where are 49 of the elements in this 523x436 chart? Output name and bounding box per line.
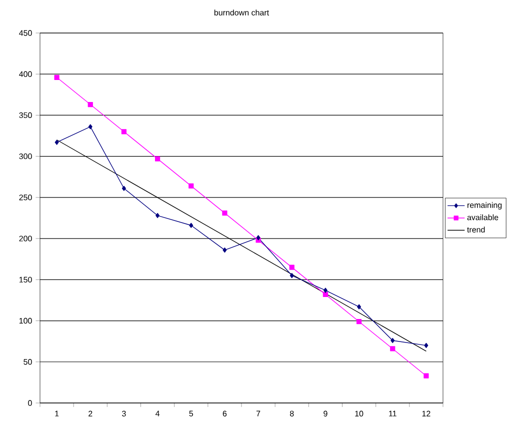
y-tick-label: 0 (28, 400, 32, 406)
point (390, 338, 395, 344)
y-tick-label: 250 (19, 194, 32, 200)
point (122, 186, 126, 191)
point (154, 156, 160, 162)
chart-title: burndown chart (214, 10, 269, 16)
point (121, 129, 127, 134)
x-tick-label: 6 (222, 410, 227, 416)
x-tick-label: 11 (389, 410, 396, 416)
x-tick-label: 4 (156, 410, 160, 416)
x-tick-label: 12 (422, 410, 430, 416)
point (189, 222, 194, 228)
x-tick-label: 1 (55, 410, 59, 416)
point (357, 304, 362, 310)
point (424, 342, 428, 348)
point (222, 248, 227, 253)
y-tick-label: 400 (19, 71, 32, 77)
point (356, 319, 362, 324)
y-tick-label: 200 (19, 236, 32, 242)
y-tick-label: 350 (19, 112, 32, 118)
x-tick-label: 8 (290, 410, 294, 416)
x-tick-label: 10 (355, 410, 364, 416)
point (256, 235, 260, 240)
point (290, 272, 294, 278)
point (54, 74, 60, 80)
x-tick-label: 9 (324, 410, 328, 416)
legend-label: available (467, 214, 498, 220)
point (188, 183, 194, 188)
point (390, 346, 396, 352)
y-tick-label: 300 (19, 153, 32, 160)
point (222, 210, 228, 216)
x-tick-label: 3 (122, 410, 126, 416)
point (156, 212, 160, 218)
point (322, 292, 328, 298)
y-tick-label: 50 (24, 359, 32, 365)
legend-label: trend (467, 226, 485, 233)
y-tick-label: 150 (19, 276, 32, 282)
point (88, 102, 93, 108)
y-tick-label: 450 (19, 30, 32, 36)
x-tick-label: 2 (88, 410, 92, 416)
point (323, 288, 328, 293)
legend-label: remaining (468, 202, 502, 210)
point (54, 140, 59, 145)
x-tick-label: 5 (189, 410, 194, 416)
x-tick-label: 7 (256, 410, 260, 416)
point (289, 264, 294, 270)
point (88, 124, 92, 130)
point (424, 373, 429, 378)
y-tick-label: 100 (19, 318, 32, 324)
